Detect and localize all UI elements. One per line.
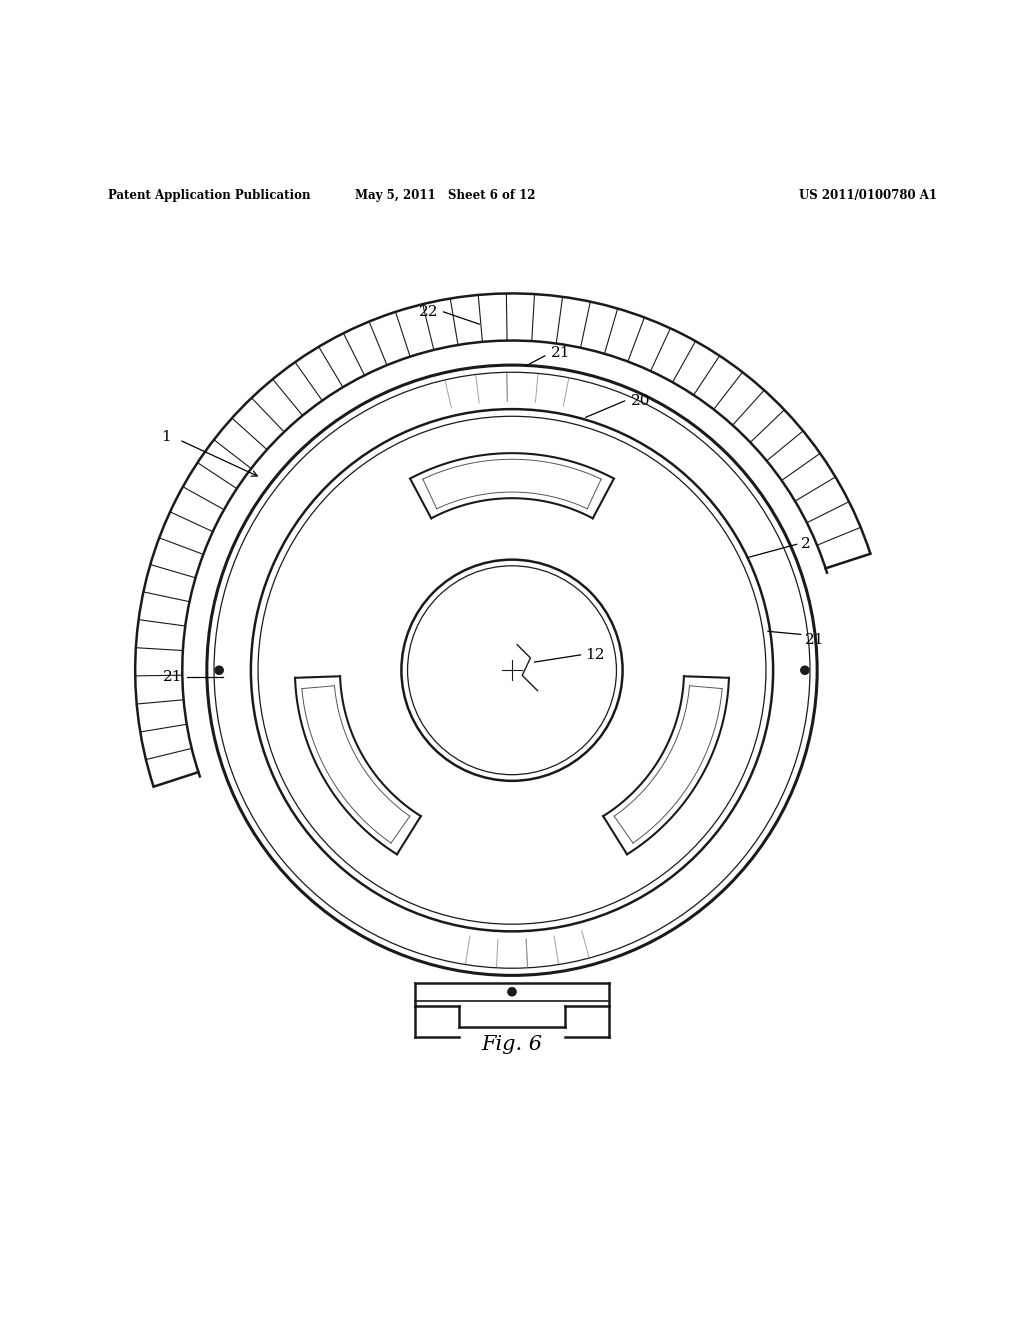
Circle shape	[215, 667, 223, 675]
Text: 2: 2	[801, 537, 811, 552]
Text: 22: 22	[419, 305, 438, 319]
Text: 21: 21	[805, 632, 824, 647]
Circle shape	[801, 667, 809, 675]
Text: Fig. 6: Fig. 6	[481, 1035, 543, 1053]
Text: 21: 21	[551, 346, 570, 360]
Text: 20: 20	[631, 393, 650, 408]
Text: 21: 21	[163, 671, 182, 684]
Circle shape	[508, 987, 516, 995]
Text: May 5, 2011   Sheet 6 of 12: May 5, 2011 Sheet 6 of 12	[355, 189, 536, 202]
Text: 1: 1	[161, 430, 171, 444]
Text: 12: 12	[585, 648, 604, 661]
Text: Patent Application Publication: Patent Application Publication	[108, 189, 310, 202]
Text: US 2011/0100780 A1: US 2011/0100780 A1	[799, 189, 937, 202]
